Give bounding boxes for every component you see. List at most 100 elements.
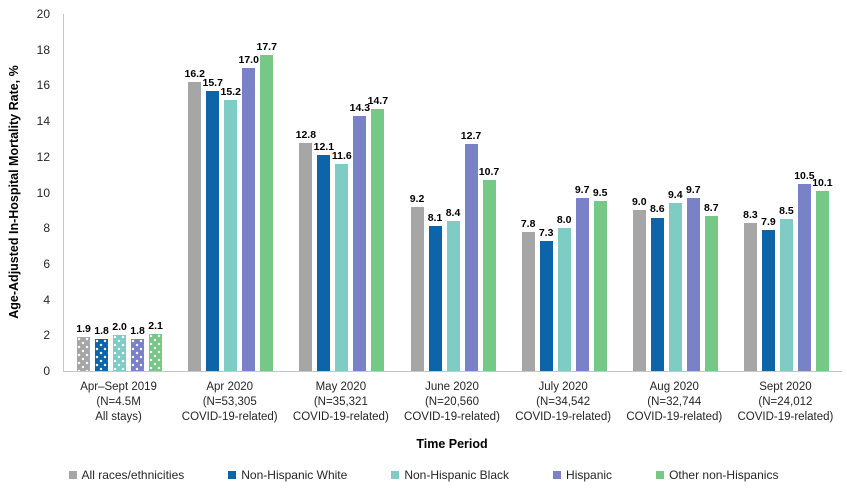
bar-hispanic-g5 [686,197,700,371]
bar-all-races-ethnicities-g2 [299,142,313,371]
bar-value-label: 10.7 [478,166,500,178]
bar-value-label: 9.5 [592,187,608,200]
bar-hispanic-g0 [131,338,145,371]
bar-non-hispanic-black-g3 [446,221,460,371]
legend-item-non-hispanic-black: Non-Hispanic Black [391,468,509,482]
bar-value-label: 7.3 [538,226,554,239]
bar-value-label: 12.1 [313,141,335,153]
bar-value-label: 8.4 [445,207,461,220]
legend-label: Hispanic [566,468,613,482]
bar-value-label: 1.9 [76,323,91,336]
y-axis-tick-labels: 0 2 4 6 8 10 12 14 16 18 20 [0,0,56,400]
x-category-label: May 2020 (N=35,321 COVID-19-related) [292,381,389,423]
bar-all-races-ethnicities-g4 [521,231,535,371]
bar-other-non-hispanics-g2 [371,108,385,371]
bar-hispanic-g2 [353,115,367,371]
bar-all-races-ethnicities-g6 [743,222,757,371]
bar-all-races-ethnicities-g0 [77,337,91,371]
bar-value-label: 17.0 [238,53,259,66]
bar-value-label: 8.3 [743,208,758,221]
bar-all-races-ethnicities-g1 [188,81,202,371]
bar-non-hispanic-black-g4 [557,228,571,371]
x-category-label: Sept 2020 (N=24,012 COVID-19-related) [737,381,834,423]
legend: All races/ethnicities Non-Hispanic White N… [0,468,847,482]
x-category-label: Apr 2020 (N=53,305 COVID-19-related) [181,381,278,423]
bar-value-label: 7.8 [520,217,536,230]
legend-swatch-icon [391,471,400,479]
x-category-label: Aug 2020 (N=32,744 COVID-19-related) [626,381,723,423]
bar-value-label: 8.5 [779,205,794,218]
bar-non-hispanic-white-g3 [428,226,442,371]
bar-value-label: 11.6 [331,149,352,162]
bar-value-label: 12.8 [295,128,317,141]
legend-item-other-non-hispanics: Other non-Hispanics [656,468,778,482]
bar-value-label: 9.2 [409,192,425,205]
bar-all-races-ethnicities-g3 [410,206,424,371]
bar-non-hispanic-white-g1 [206,90,220,371]
legend-label: Non-Hispanic Black [404,468,510,482]
legend-item-non-hispanic-white: Non-Hispanic White [228,468,347,482]
legend-swatch-icon [656,471,665,479]
bar-value-label: 15.7 [202,76,223,89]
legend-label: Other non-Hispanics [669,468,779,482]
x-axis-title: Time Period [416,437,488,451]
y-tick-label: 20 [36,7,50,21]
bar-non-hispanic-white-g2 [317,155,331,371]
bar-hispanic-g3 [464,144,478,371]
bar-hispanic-g4 [575,197,589,371]
y-tick-label: 14 [36,114,50,129]
bar-non-hispanic-black-g5 [668,203,682,371]
bar-other-non-hispanics-g4 [593,201,607,371]
bar-other-non-hispanics-g6 [815,190,829,371]
bar-other-non-hispanics-g0 [149,333,163,371]
bar-non-hispanic-white-g0 [95,338,109,371]
bar-non-hispanic-black-g0 [113,335,127,371]
bar-other-non-hispanics-g1 [260,55,274,371]
y-tick-label: 12 [36,149,50,164]
bar-value-label: 12.7 [460,130,482,143]
bar-value-label: 10.1 [812,176,833,189]
legend-label: Non-Hispanic White [241,468,348,482]
bar-value-label: 8.6 [649,203,665,216]
y-tick-label: 4 [43,292,50,307]
bar-value-label: 2.0 [112,321,127,334]
bar-value-label: 9.0 [631,196,647,209]
legend-swatch-icon [68,471,77,479]
x-category-label: Apr–Sept 2019 (N=4.5M All stays) [80,381,157,423]
bar-value-label: 17.7 [256,41,277,54]
bar-other-non-hispanics-g5 [704,215,718,371]
y-tick-label: 16 [36,78,50,93]
bar-value-label: 14.3 [349,101,371,114]
bar-non-hispanic-black-g1 [224,99,238,371]
bar-hispanic-g1 [242,67,256,371]
bar-value-label: 1.8 [94,324,109,337]
bar-all-races-ethnicities-g5 [632,210,646,371]
legend-item-all-races-ethnicities: All races/ethnicities [68,468,185,482]
bar-value-label: 9.4 [667,189,683,202]
bar-non-hispanic-black-g6 [779,219,793,371]
bar-non-hispanic-white-g4 [539,240,553,371]
bar-value-label: 14.7 [367,94,389,107]
x-category-label: July 2020 (N=34,542 COVID-19-related) [515,381,612,423]
bar-value-label: 9.7 [574,183,590,196]
bar-non-hispanic-white-g6 [761,230,775,371]
bar-value-label: 7.9 [761,215,776,228]
bar-other-non-hispanics-g3 [482,180,496,371]
bar-value-label: 10.5 [794,169,815,182]
legend-swatch-icon [228,471,237,479]
y-tick-label: 18 [36,42,50,57]
bar-value-label: 9.7 [685,183,701,196]
bar-value-label: 8.7 [703,201,719,214]
y-tick-label: 2 [43,328,50,343]
legend-swatch-icon [553,471,562,479]
y-tick-label: 0 [43,364,50,378]
legend-label: All races/ethnicities [81,468,185,482]
bar-value-label: 16.2 [184,67,205,80]
y-tick-label: 6 [43,256,50,271]
bar-value-label: 8.1 [427,212,443,225]
bar-value-label: 2.1 [148,319,163,332]
y-tick-label: 10 [36,185,50,200]
x-category-label: June 2020 (N=20,560 COVID-19-related) [404,381,500,423]
y-tick-label: 8 [43,221,50,236]
